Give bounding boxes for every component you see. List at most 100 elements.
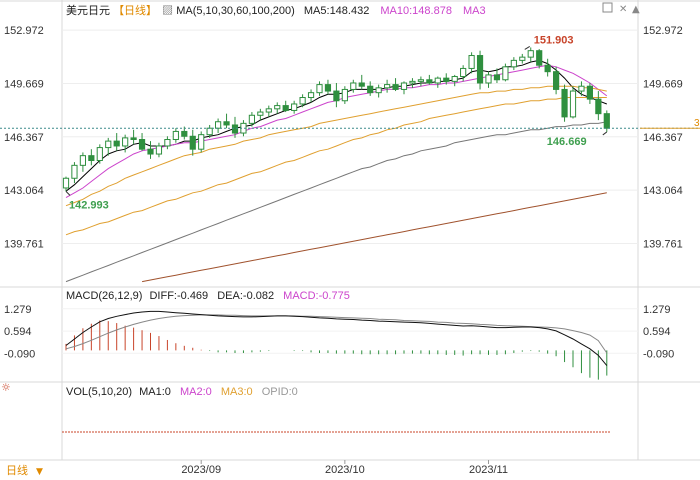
vol-ma2-value: MA2:0 [180,386,212,398]
low-left-pointer [65,190,71,196]
high-pointer [524,46,531,50]
macd-hist-value: MACD:-0.775 [283,290,350,302]
candle-body [138,139,146,150]
candle-body [561,88,568,118]
candle-body [375,87,382,94]
candle-body [493,74,501,81]
candle-body [189,135,196,150]
period-button[interactable]: 日线 [6,463,28,477]
candle-body [451,76,458,82]
date-x-axis: 2023/09 2023/10 2023/11 [181,460,508,476]
macd-settings-label[interactable]: MACD(26,12,9) [66,290,142,302]
vol-ma1-value: MA1:0 [139,386,171,398]
x-tick-label: 2023/10 [325,464,365,476]
candle-body [392,84,399,90]
macd-panel [65,310,608,380]
candle-body [341,88,348,102]
candle-body [122,137,129,147]
y-tick-label-left: 152.972 [4,25,44,37]
candle-body [333,90,340,102]
candle-body [510,59,517,68]
close-icon[interactable]: ✕ [619,4,627,15]
macd-y-tick-right: 1.279 [643,304,671,316]
candle-body [400,82,408,90]
candle-body [155,145,163,155]
y-tick-label-left: 146.367 [4,132,44,144]
candle-body [426,79,433,84]
candle-body [113,140,120,147]
price-annotations: 3 151.903 142.993 146.669 [0,34,700,211]
candle-body [485,74,492,84]
candle-body [248,114,256,124]
chevron-down-icon[interactable]: ▼ [36,467,43,477]
macd-diff-line [65,310,608,366]
candle-body [307,92,315,99]
y-tick-label-left: 139.761 [4,238,44,250]
ma100-line [65,121,607,283]
candle-body [460,67,467,78]
ma30-value: MA3 [463,5,486,17]
vol-settings-label[interactable]: VOL(5,10,20) [66,386,132,398]
candle-body [62,177,70,189]
macd-y-tick-right: -0.090 [643,348,674,360]
ma30-line [65,85,607,207]
candle-body [544,64,551,73]
candle-body [265,108,272,113]
ma-settings-label[interactable]: MA(5,10,30,60,100,200) [176,5,295,17]
candle-body [299,97,306,105]
macd-y-axis: 1.279 1.279 0.594 0.594 -0.090 -0.090 [4,304,674,360]
candle-body [603,113,610,129]
candle-body [316,84,323,94]
macd-header: MACD(26,12,9) DIFF:-0.469 DEA:-0.082 MAC… [66,290,350,302]
x-tick-label: 2023/09 [181,464,221,476]
settings-icon[interactable] [602,2,613,13]
low-right-label: 146.669 [547,136,587,148]
candle-body [384,84,391,89]
window-controls: ✕ ▲ [602,2,640,15]
macd-y-tick-left: 1.279 [4,304,32,316]
candle-body [434,77,441,84]
candle-body [282,105,289,111]
candle-body [274,105,281,110]
ma5-line [65,59,607,192]
ma5-value: MA5:148.432 [304,5,369,17]
y-tick-label-right: 152.972 [643,25,683,37]
candle-body [231,124,239,134]
candle-body [206,127,213,136]
sun-icon[interactable]: ☼ [1,381,11,394]
candle-body [586,85,593,100]
candle-body [130,137,137,141]
low-left-label: 142.993 [69,199,109,211]
y-tick-label-left: 143.064 [4,185,44,197]
y-tick-label-right: 146.367 [643,132,683,144]
chevron-up-icon[interactable]: ▲ [632,4,640,15]
candle-body [79,155,87,166]
candle-body [367,85,374,94]
candle-body [409,80,416,84]
period-label: 【日线】 [113,3,157,17]
candle-body [181,130,188,137]
candle-body [578,85,585,92]
candle-body [324,84,332,92]
candle-body [350,82,357,90]
candle-body [215,121,222,129]
candle-body [519,56,526,61]
y-tick-label-right: 143.064 [643,185,683,197]
candle-body [569,90,577,118]
y-tick-label-right: 149.669 [643,78,683,90]
candle-body [527,50,534,58]
candle-body [88,155,95,161]
candle-body [443,77,450,82]
candle-body [257,111,264,116]
candle-body [164,139,171,147]
y-tick-label-left: 149.669 [4,78,44,90]
candle-body [96,147,103,161]
candle-body [502,66,509,81]
main-panel [0,0,700,461]
y-tick-label-right: 139.761 [643,238,683,250]
candle-body [172,130,179,141]
candle-body [553,71,560,90]
ma10-value: MA10:148.878 [380,5,452,17]
candle-body [223,121,230,126]
